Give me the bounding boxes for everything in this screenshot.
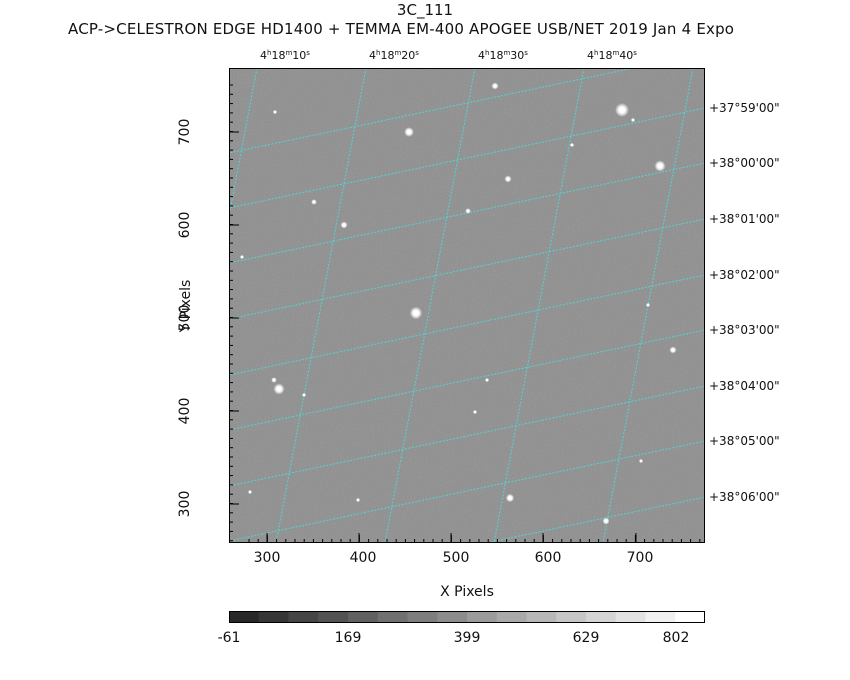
dec-grid-line [229,329,705,431]
dec-grid-line [229,385,705,487]
image-title: 3C_111 [396,1,454,19]
colorbar-segment [526,611,557,623]
star-core [508,496,512,500]
star-core [640,460,642,462]
dec-label: +38°03'00" [709,323,780,337]
y-tick-label: 600 [177,211,193,239]
colorbar-segment [496,611,527,623]
star-core [413,310,419,316]
star-core [272,378,276,382]
colorbar-segment [615,611,646,623]
star-core [604,519,608,523]
star-core [357,499,359,501]
x-axis-label: X Pixels [440,584,494,600]
stars [239,82,677,525]
star-core [647,304,649,306]
star-core [506,177,510,181]
star-core [303,394,305,396]
colorbar [229,611,705,623]
ra-grid-line [384,68,476,543]
ra-grid-line [229,68,258,219]
ra-label: 4h18m20s [369,49,419,62]
colorbar-segment [437,611,468,623]
star-core [474,411,476,413]
star-field-image [229,68,705,543]
dec-grid-line [229,107,705,209]
plot-frame [229,68,705,543]
ra-label: 4h18m40s [587,49,637,62]
dec-label: +38°06'00" [709,490,780,504]
colorbar-segment [348,611,379,623]
y-tick-label: 700 [177,118,193,146]
dec-grid-line [229,218,705,320]
colorbar-segment [556,611,587,623]
star-core [342,223,346,227]
colorbar-segment [467,611,498,623]
ra-grid-line [493,68,585,543]
star-core [466,209,470,213]
dec-grid-line [229,68,637,154]
star-core [619,107,625,113]
dec-grid-line [483,496,705,543]
colorbar-segment [288,611,319,623]
colorbar-segment [318,611,349,623]
star-core [632,119,634,121]
star-core [571,144,573,146]
star-core [276,386,282,392]
colorbar-segment [258,611,289,623]
dec-label: +38°05'00" [709,434,780,448]
ra-label: 4h18m30s [478,49,528,62]
dec-grid-line [229,440,705,542]
star-core [406,129,412,135]
colorbar-segment [675,611,705,623]
colorbar-segment [377,611,408,623]
x-tick-label: 500 [442,550,470,566]
x-tick-label: 600 [534,550,562,566]
star-core [241,256,243,258]
dec-label: +38°02'00" [709,268,780,282]
y-axis-label: Y Pixels [178,279,194,333]
y-tick-label: 400 [177,397,193,425]
colorbar-segment [407,611,438,623]
dec-label: +38°01'00" [709,212,780,226]
star-core [312,200,316,204]
colorbar-tick-label: 629 [572,630,600,646]
dec-grid-line [229,274,705,376]
axis-ticks [229,84,701,543]
ra-grid-line [275,68,367,543]
x-tick-label: 700 [626,550,654,566]
star-core [274,111,276,113]
colorbar-frame [229,611,705,623]
colorbar-tick-label: -61 [217,630,241,646]
star-core [249,491,251,493]
star-core [657,163,663,169]
dec-label: +38°04'00" [709,379,780,393]
star-core [671,348,675,352]
colorbar-tick-label: 169 [334,630,362,646]
colorbar-tick-label: 802 [662,630,690,646]
sky-noise [229,68,705,543]
star-core [486,379,488,381]
x-tick-label: 400 [349,550,377,566]
colorbar-segment [229,611,260,623]
colorbar-tick-label: 399 [453,630,481,646]
star-core [493,84,497,88]
x-tick-label: 300 [253,550,281,566]
dec-label: +38°00'00" [709,156,780,170]
image-subtitle: ACP->CELESTRON EDGE HD1400 + TEMMA EM-40… [68,20,735,38]
colorbar-segment [586,611,617,623]
colorbar-segment [645,611,676,623]
dec-label: +37°59'00" [709,101,780,115]
ra-label: 4h18m10s [260,49,310,62]
y-tick-label: 300 [177,490,193,518]
